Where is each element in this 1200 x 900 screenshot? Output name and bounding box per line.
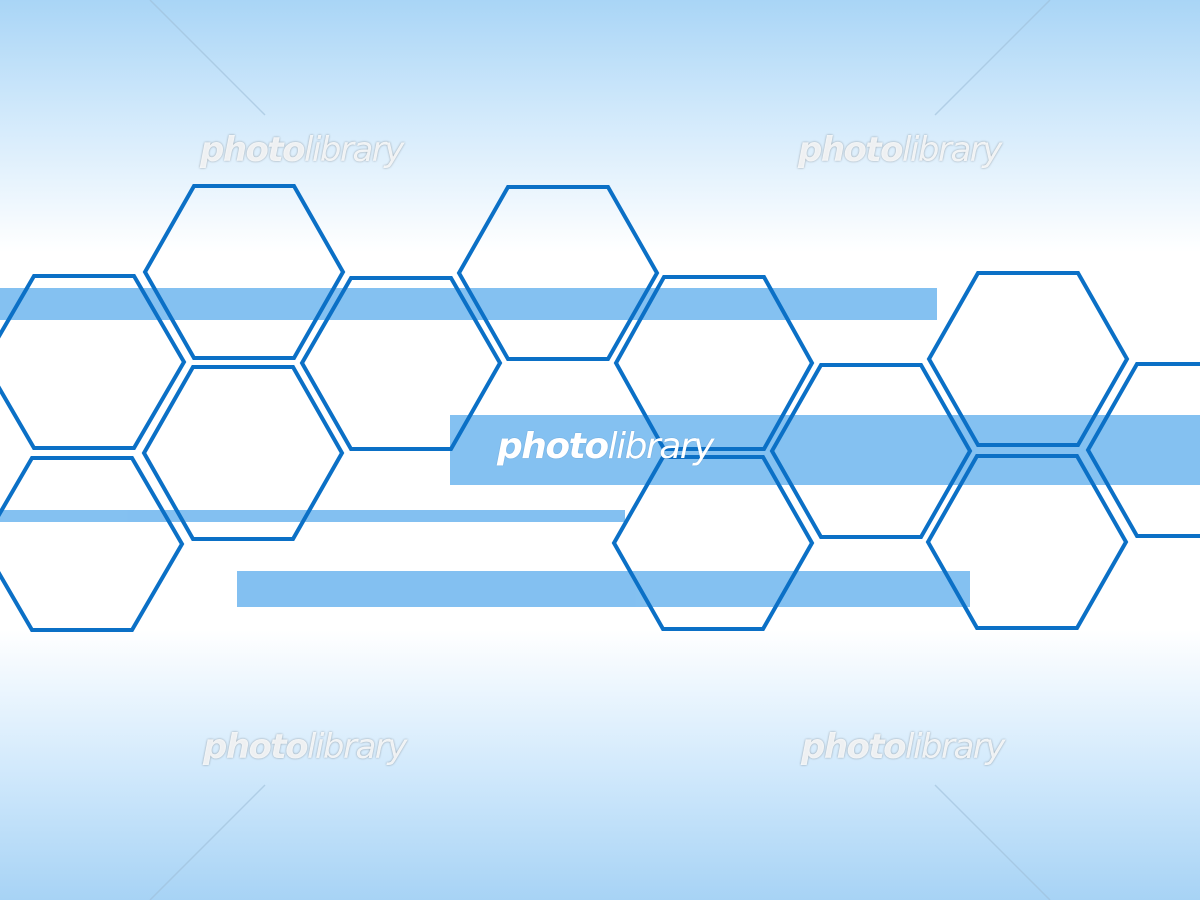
hexagon-10: [926, 271, 1130, 447]
hexagon-8: [611, 455, 815, 631]
hexagon-11: [925, 454, 1129, 630]
hexagon-2: [0, 456, 185, 632]
hexagon-9: [769, 363, 973, 539]
corner-line-bottom-left: [149, 784, 266, 900]
watermark-bold-text: photo: [798, 130, 904, 170]
watermark-bottom-right: photolibrary: [801, 727, 1005, 767]
hexagon-5: [299, 276, 503, 451]
watermark-bottom-left: photolibrary: [203, 727, 407, 767]
hexagon-12: [1085, 362, 1200, 538]
band-bottom: [237, 571, 970, 607]
watermark-top-right: photolibrary: [798, 130, 1002, 170]
watermark-center: photolibrary: [497, 426, 715, 467]
band-middle-wide: [450, 415, 1200, 485]
band-thin: [0, 510, 625, 522]
hexagon-4: [141, 365, 345, 541]
corner-line-bottom-right: [934, 784, 1051, 900]
hexagon-6: [456, 185, 660, 361]
watermark-bold-text: photo: [497, 426, 609, 467]
watermark-light-text: library: [905, 727, 1005, 767]
watermark-light-text: library: [902, 130, 1002, 170]
watermark-light-text: library: [304, 130, 404, 170]
hexagons: [0, 184, 1200, 632]
watermark-light-text: library: [307, 727, 407, 767]
watermark-bold-text: photo: [203, 727, 309, 767]
corner-line-top-left: [149, 0, 266, 116]
horizontal-bands: [0, 288, 1200, 607]
watermark-bold-text: photo: [801, 727, 907, 767]
corner-line-top-right: [934, 0, 1051, 116]
watermark-light-text: library: [607, 426, 715, 467]
watermark-bold-text: photo: [200, 130, 306, 170]
hexagon-7: [613, 275, 815, 451]
hexagon-1: [0, 274, 187, 450]
hexagon-3: [142, 184, 346, 360]
watermark-top-left: photolibrary: [200, 130, 404, 170]
corner-lines: [149, 0, 1051, 900]
